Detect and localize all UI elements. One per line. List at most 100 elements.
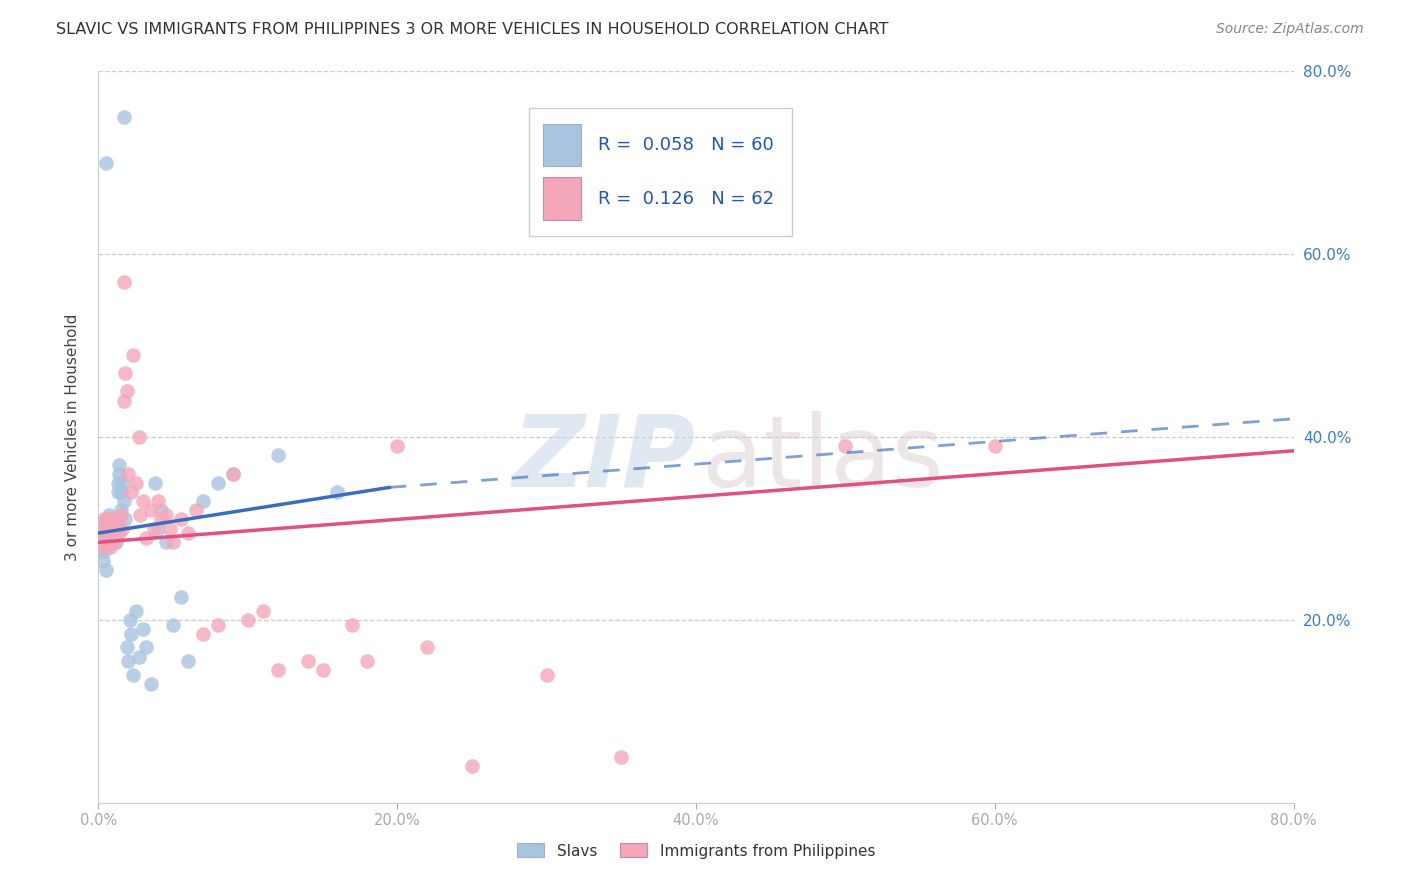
Point	[108, 526, 131, 541]
Point	[96, 531, 118, 545]
Point	[101, 516, 124, 531]
Point	[356, 654, 378, 668]
Point	[112, 275, 135, 289]
Point	[97, 535, 120, 549]
Point	[100, 535, 122, 549]
Point	[120, 485, 142, 500]
FancyBboxPatch shape	[543, 178, 581, 219]
Point	[120, 626, 142, 640]
Point	[103, 521, 125, 535]
Point	[132, 494, 155, 508]
Point	[100, 531, 122, 545]
Point	[143, 475, 166, 490]
Point	[94, 156, 117, 170]
Point	[107, 485, 129, 500]
Point	[103, 526, 125, 541]
Point	[105, 535, 128, 549]
Point	[104, 531, 127, 545]
Point	[416, 640, 439, 655]
Point	[184, 503, 207, 517]
Legend: Slavs, Immigrants from Philippines: Slavs, Immigrants from Philippines	[510, 838, 882, 864]
Point	[93, 512, 115, 526]
Point	[385, 439, 409, 453]
Point	[111, 521, 134, 535]
Point	[169, 590, 191, 604]
Point	[101, 512, 124, 526]
Point	[105, 512, 128, 526]
Point	[103, 512, 125, 526]
Point	[169, 512, 191, 526]
Point	[90, 521, 112, 535]
Text: SLAVIC VS IMMIGRANTS FROM PHILIPPINES 3 OR MORE VEHICLES IN HOUSEHOLD CORRELATIO: SLAVIC VS IMMIGRANTS FROM PHILIPPINES 3 …	[56, 22, 889, 37]
Point	[267, 663, 290, 677]
Point	[150, 503, 173, 517]
Point	[100, 526, 122, 541]
Point	[103, 531, 125, 545]
Point	[536, 667, 558, 681]
Point	[115, 384, 138, 399]
Point	[97, 516, 120, 531]
Point	[118, 613, 141, 627]
Point	[177, 654, 200, 668]
Point	[110, 508, 132, 522]
Point	[101, 512, 124, 526]
Point	[97, 508, 120, 522]
Point	[834, 439, 856, 453]
Point	[104, 535, 127, 549]
Point	[461, 759, 484, 773]
Point	[107, 475, 129, 490]
Text: R =  0.058   N = 60: R = 0.058 N = 60	[598, 136, 773, 154]
Point	[117, 467, 139, 481]
Point	[100, 540, 122, 554]
Point	[207, 475, 229, 490]
Point	[267, 449, 290, 463]
Point	[96, 526, 118, 541]
Point	[112, 110, 135, 124]
Point	[610, 750, 633, 764]
Point	[112, 494, 135, 508]
Point	[155, 535, 177, 549]
Point	[94, 512, 117, 526]
Point	[121, 667, 143, 681]
Point	[121, 348, 143, 362]
Point	[107, 516, 129, 531]
Point	[100, 521, 122, 535]
Point	[326, 485, 349, 500]
Point	[104, 516, 127, 531]
Point	[96, 512, 118, 526]
Point	[96, 521, 118, 535]
Point	[297, 654, 319, 668]
Point	[222, 467, 245, 481]
Point	[207, 617, 229, 632]
Point	[128, 430, 150, 444]
Point	[97, 535, 120, 549]
Point	[135, 640, 157, 655]
FancyBboxPatch shape	[543, 124, 581, 167]
Text: R =  0.126   N = 62: R = 0.126 N = 62	[598, 190, 775, 208]
Point	[222, 467, 245, 481]
Point	[104, 516, 127, 531]
Text: Source: ZipAtlas.com: Source: ZipAtlas.com	[1216, 22, 1364, 37]
Point	[139, 503, 162, 517]
Point	[191, 494, 214, 508]
Point	[91, 553, 114, 567]
Text: ZIP: ZIP	[513, 410, 696, 508]
Point	[112, 393, 135, 408]
Point	[135, 531, 157, 545]
Point	[155, 508, 177, 522]
Point	[108, 458, 131, 472]
Point	[97, 526, 120, 541]
Point	[101, 526, 124, 541]
Point	[128, 649, 150, 664]
Point	[94, 535, 117, 549]
Point	[93, 526, 115, 541]
Point	[96, 526, 118, 541]
Point	[105, 526, 128, 541]
Point	[162, 535, 184, 549]
Point	[125, 475, 148, 490]
Point	[236, 613, 259, 627]
Point	[94, 563, 117, 577]
Point	[150, 512, 173, 526]
Point	[139, 677, 162, 691]
Point	[90, 526, 112, 541]
